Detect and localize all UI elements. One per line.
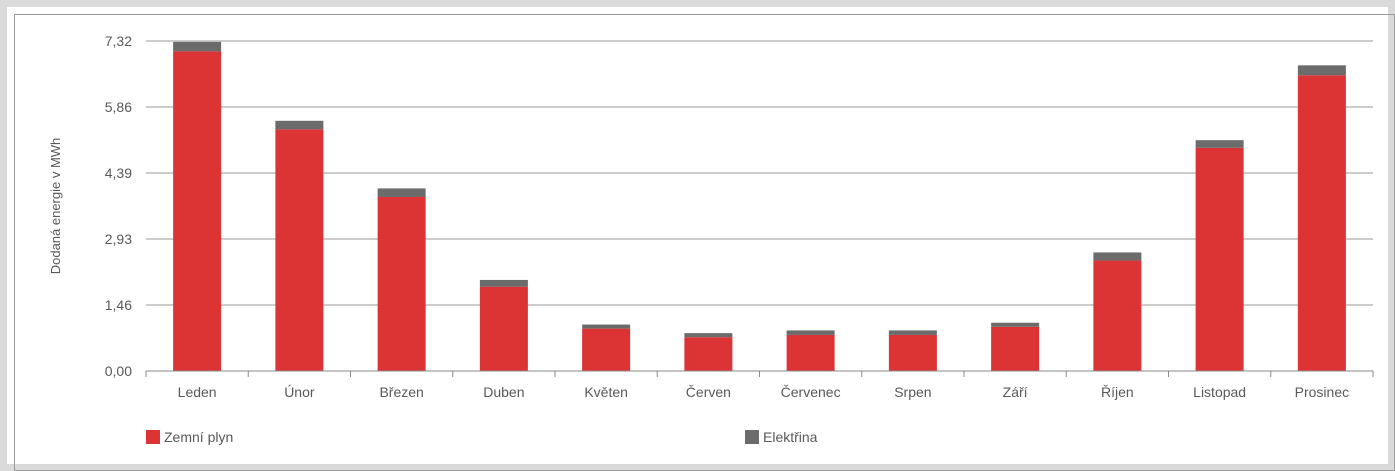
x-tick-label: Říjen bbox=[1101, 384, 1134, 400]
bar-segment-elektrina bbox=[582, 324, 631, 329]
bar-segment-elektrina bbox=[377, 188, 426, 197]
x-tick-label: Červenec bbox=[781, 384, 841, 400]
x-tick-label: Září bbox=[1003, 384, 1028, 400]
bar-segment-zemni-plyn bbox=[275, 129, 324, 371]
bar-segment-zemni-plyn bbox=[684, 337, 733, 371]
x-tick-label: Červen bbox=[686, 384, 731, 400]
y-tick-label: 7,32 bbox=[105, 33, 132, 49]
x-tick-label: Prosinec bbox=[1295, 384, 1349, 400]
bar-segment-elektrina bbox=[684, 333, 733, 338]
y-tick-labels: 0,00 1,46 2,93 4,39 5,86 7,32 bbox=[105, 33, 132, 379]
bar-segment-zemni-plyn bbox=[173, 51, 222, 372]
gridlines bbox=[146, 40, 1373, 306]
bar-segment-zemni-plyn bbox=[991, 326, 1040, 371]
y-tick-label: 2,93 bbox=[105, 231, 132, 247]
legend-label: Zemní plyn bbox=[164, 429, 233, 445]
bar-segment-zemni-plyn bbox=[377, 196, 426, 371]
legend-swatch bbox=[745, 430, 759, 444]
x-tick-label: Leden bbox=[178, 384, 217, 400]
bar-segment-zemni-plyn bbox=[1297, 75, 1346, 371]
bar-segment-elektrina bbox=[173, 41, 222, 52]
bar-segment-zemni-plyn bbox=[479, 286, 528, 371]
bar-segment-elektrina bbox=[786, 330, 835, 335]
y-tick-label: 5,86 bbox=[105, 99, 132, 115]
bar-segment-zemni-plyn bbox=[1195, 147, 1244, 371]
bar-segment-elektrina bbox=[888, 330, 937, 335]
legend: Zemní plyn Elektřina bbox=[146, 429, 818, 445]
legend-label: Elektřina bbox=[763, 429, 818, 445]
x-tick-label: Květen bbox=[584, 384, 628, 400]
bar-segment-elektrina bbox=[991, 322, 1040, 327]
legend-swatch bbox=[146, 430, 160, 444]
x-tick-label: Březen bbox=[379, 384, 423, 400]
x-tick-label: Únor bbox=[284, 384, 315, 400]
bar-segment-elektrina bbox=[1195, 140, 1244, 148]
y-tick-label: 1,46 bbox=[105, 297, 132, 313]
x-tick-label: Duben bbox=[483, 384, 524, 400]
x-tick-label: Srpen bbox=[894, 384, 931, 400]
bar-segment-elektrina bbox=[275, 120, 324, 130]
x-tick-labels: Leden Únor Březen Duben Květen Červen Červenec… bbox=[178, 384, 1349, 400]
bars bbox=[173, 41, 1346, 372]
bar-segment-elektrina bbox=[479, 279, 528, 287]
y-tick-label: 0,00 bbox=[105, 363, 132, 379]
y-axis-label: Dodaná energie v MWh bbox=[48, 138, 63, 275]
x-tick-label: Listopad bbox=[1193, 384, 1246, 400]
bar-segment-zemni-plyn bbox=[786, 334, 835, 371]
bar-segment-elektrina bbox=[1297, 65, 1346, 76]
bar-segment-elektrina bbox=[1093, 252, 1142, 261]
y-tick-label: 4,39 bbox=[105, 165, 132, 181]
x-axis bbox=[145, 370, 1374, 377]
bar-segment-zemni-plyn bbox=[1093, 260, 1142, 371]
bar-segment-zemni-plyn bbox=[582, 328, 631, 371]
bar-segment-zemni-plyn bbox=[888, 334, 937, 371]
